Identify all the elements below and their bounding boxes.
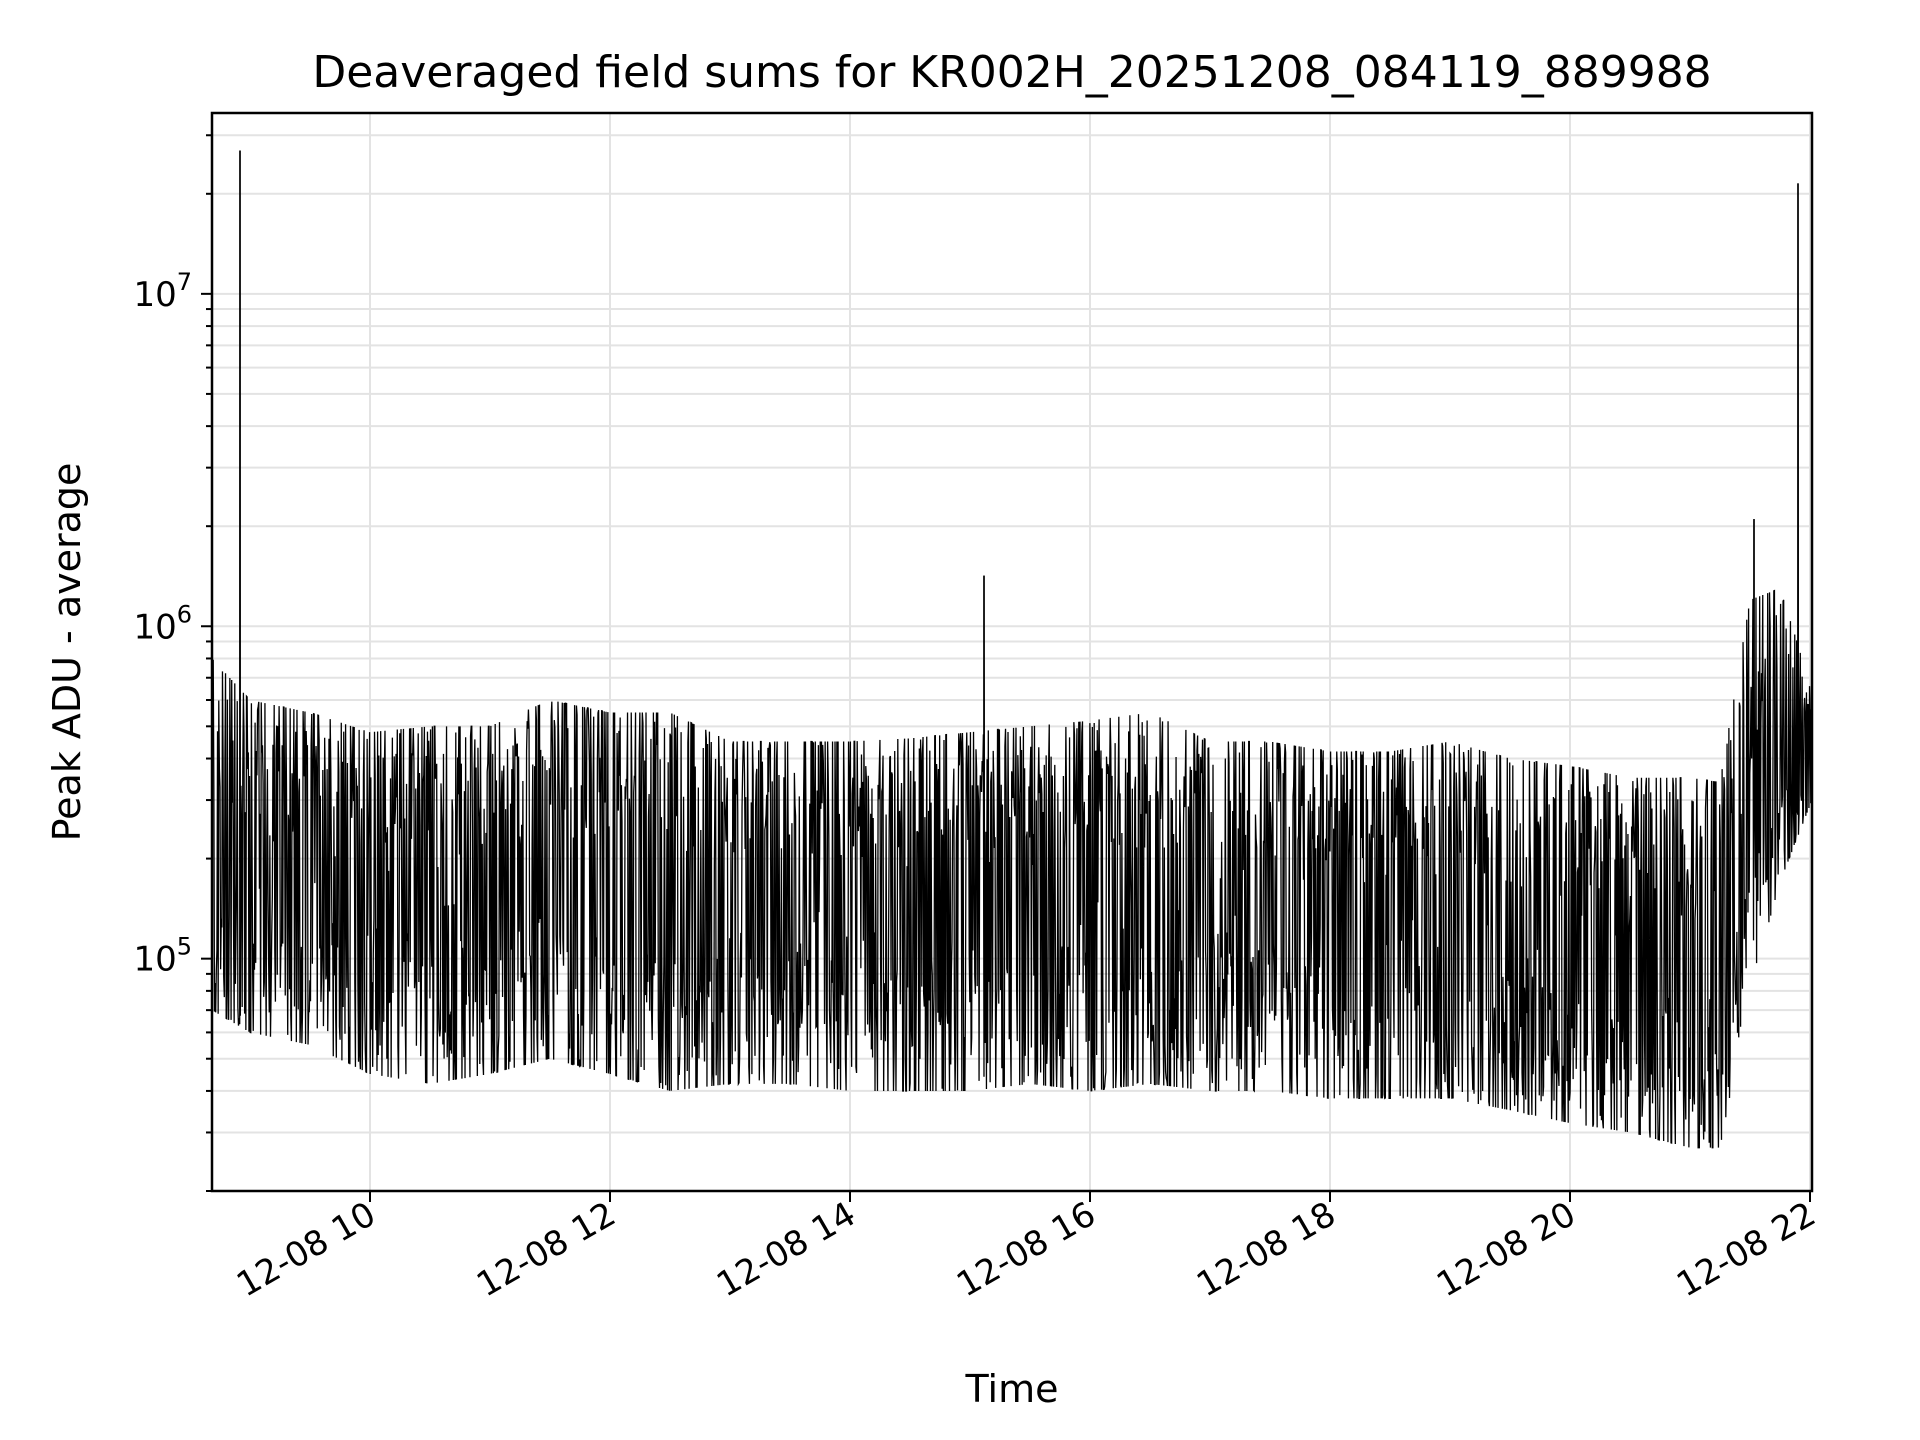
y-axis-label: Peak ADU - average (45, 463, 89, 842)
x-tick-label: 12-08 14 (710, 1194, 862, 1305)
series-line (211, 150, 1813, 1149)
series-layer (211, 150, 1813, 1149)
y-tick-label: 105 (133, 933, 192, 980)
x-axis-label: Time (965, 1367, 1059, 1411)
x-tick-label: 12-08 22 (1670, 1194, 1822, 1305)
x-tick-label: 12-08 18 (1190, 1194, 1342, 1305)
y-tick-label: 106 (133, 600, 192, 647)
plot-frame (210, 111, 1814, 1193)
x-tick-label: 12-08 12 (470, 1194, 622, 1305)
grid (212, 113, 1812, 1192)
x-tick-label: 12-08 10 (230, 1194, 382, 1305)
x-tick-label: 12-08 16 (950, 1194, 1102, 1305)
chart-title: Deaveraged field sums for KR002H_2025120… (312, 47, 1711, 98)
x-tick-label: 12-08 20 (1430, 1194, 1582, 1305)
y-tick-label: 107 (133, 268, 192, 315)
axis-ticks (201, 134, 1811, 1202)
